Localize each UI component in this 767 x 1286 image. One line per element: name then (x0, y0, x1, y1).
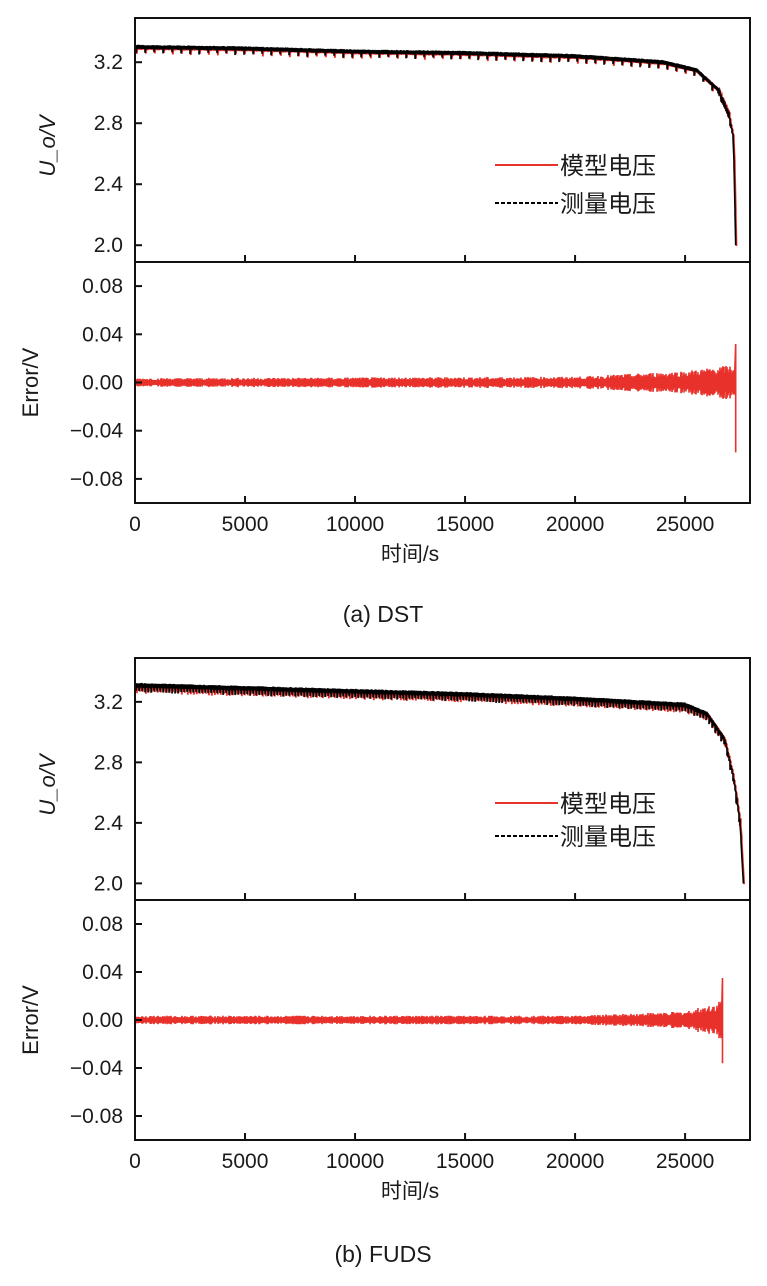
x-tick-label: 0 (129, 513, 141, 536)
y-tick-label: 2.8 (94, 751, 123, 774)
x-tick-label: 20000 (546, 513, 604, 536)
x-tick-label: 25000 (656, 513, 714, 536)
y-tick-label: 3.2 (94, 51, 123, 74)
y-tick-label: −0.04 (70, 1057, 123, 1080)
y-tick-label: 0.08 (82, 275, 123, 298)
y-tick-label: 2.0 (94, 872, 123, 895)
series-line-error (135, 343, 737, 453)
legend-label-measured: 测量电压 (560, 191, 656, 218)
y-tick-label: 0.08 (82, 913, 123, 936)
chart-caption: (b) FUDS (334, 1241, 431, 1267)
series-line-model-voltage (135, 683, 746, 885)
y-axis-label-voltage: U_o/V (35, 113, 60, 176)
y-tick-label: 2.8 (94, 112, 123, 135)
y-tick-label: −0.04 (70, 420, 123, 443)
y-axis-label-error: Error/V (18, 985, 43, 1055)
legend-label-model: 模型电压 (560, 791, 656, 818)
x-axis-label: 时间/s (381, 1180, 439, 1203)
y-tick-label: −0.08 (70, 1105, 123, 1128)
x-tick-label: 20000 (546, 1150, 604, 1173)
x-tick-label: 15000 (436, 513, 494, 536)
x-tick-label: 5000 (222, 1150, 269, 1173)
y-tick-label: 0.00 (82, 372, 123, 395)
x-tick-label: 25000 (656, 1150, 714, 1173)
legend-label-measured: 测量电压 (560, 824, 656, 851)
series-line-error (135, 977, 724, 1064)
x-tick-label: 5000 (222, 513, 269, 536)
x-tick-label: 10000 (326, 1150, 384, 1173)
y-tick-label: 2.4 (94, 812, 124, 835)
y-axis-label-voltage: U_o/V (35, 752, 60, 815)
y-tick-label: 0.04 (82, 961, 123, 984)
y-tick-label: 0.00 (82, 1009, 123, 1032)
series-line-measured-voltage (135, 44, 737, 246)
x-tick-label: 15000 (436, 1150, 494, 1173)
chart-panel-a: 0 5000 10000 15000 20000 25000 时间/s (a) DST 2.0 2… (18, 17, 751, 627)
y-axis-label-error: Error/V (18, 347, 43, 417)
x-tick-label: 10000 (326, 513, 384, 536)
chart-caption: (a) DST (343, 601, 424, 627)
y-tick-label: 2.0 (94, 234, 123, 257)
legend-label-model: 模型电压 (560, 153, 656, 180)
x-axis-label: 时间/s (381, 543, 439, 566)
series-line-measured-voltage (135, 682, 745, 884)
y-tick-label: −0.08 (70, 468, 123, 491)
y-tick-label: 0.04 (82, 323, 123, 346)
y-tick-label: 2.4 (94, 173, 124, 196)
y-tick-label: 3.2 (94, 691, 123, 714)
x-tick-label: 0 (129, 1150, 141, 1173)
chart-panel-b: 0 5000 10000 15000 20000 25000 时间/s (b) FUDS 2.0… (18, 657, 751, 1267)
